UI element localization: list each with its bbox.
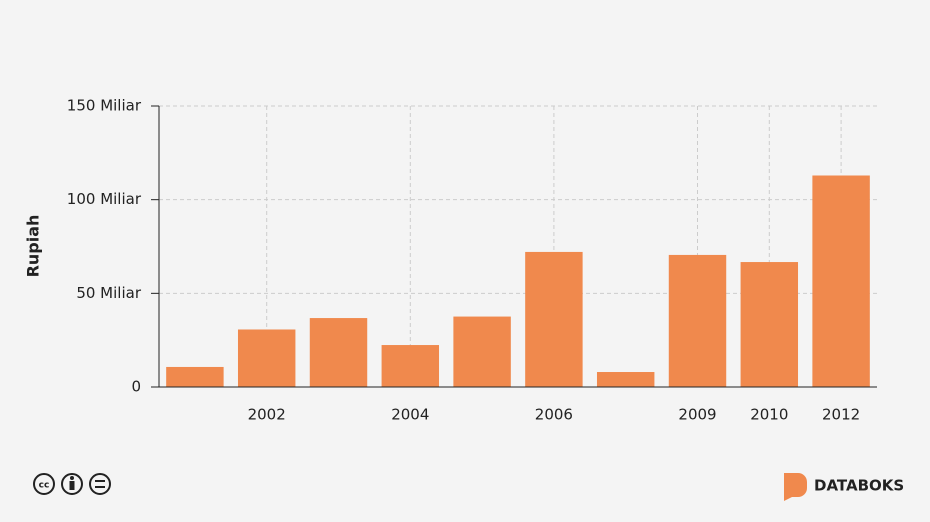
y-tick-label: 0 bbox=[131, 378, 141, 396]
x-tick-label: 2009 bbox=[678, 406, 716, 424]
svg-text:cc: cc bbox=[39, 481, 50, 491]
cc-license: cc bbox=[33, 473, 111, 495]
y-tick-label: 50 Miliar bbox=[76, 284, 141, 302]
brand-logo bbox=[784, 473, 807, 501]
bar bbox=[668, 254, 727, 387]
x-tick-label: 2006 bbox=[535, 406, 573, 424]
bar bbox=[381, 345, 440, 387]
y-axis-label: Rupiah bbox=[24, 215, 43, 278]
bar bbox=[740, 262, 799, 387]
bar bbox=[812, 175, 870, 387]
x-tick-label: 2004 bbox=[391, 406, 429, 424]
y-tick-label: 100 Miliar bbox=[67, 190, 142, 208]
x-tick-label: 2012 bbox=[822, 406, 860, 424]
y-tick-label: 150 Miliar bbox=[67, 97, 142, 115]
bar bbox=[453, 316, 511, 387]
bar bbox=[166, 366, 224, 387]
x-tick-label: 2010 bbox=[750, 406, 788, 424]
bar bbox=[309, 318, 368, 387]
bar bbox=[237, 329, 296, 387]
brand-name: DATABOKS bbox=[814, 477, 904, 495]
bar bbox=[525, 251, 583, 387]
bar bbox=[596, 372, 655, 387]
x-tick-label: 2002 bbox=[248, 406, 286, 424]
